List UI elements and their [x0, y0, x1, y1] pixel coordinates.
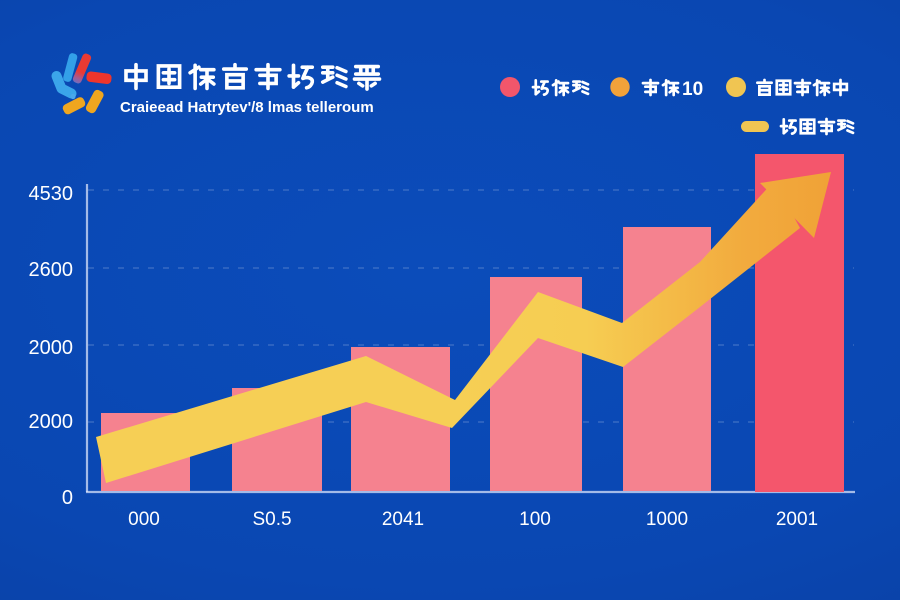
- svg-text:Craieead Hatrytev'/8 lmas tell: Craieead Hatrytev'/8 lmas telleroum: [120, 99, 374, 116]
- svg-text:100: 100: [519, 509, 551, 530]
- svg-text:0: 0: [62, 487, 73, 509]
- svg-text:2600: 2600: [29, 259, 74, 281]
- svg-text:2001: 2001: [776, 509, 818, 530]
- svg-text:000: 000: [128, 509, 160, 530]
- svg-text:10: 10: [682, 79, 703, 100]
- svg-text:S0.5: S0.5: [252, 509, 291, 530]
- svg-text:2041: 2041: [382, 509, 424, 530]
- svg-text:2000: 2000: [29, 337, 74, 359]
- svg-text:1000: 1000: [646, 509, 688, 530]
- svg-text:2000: 2000: [29, 411, 74, 433]
- svg-text:4530: 4530: [29, 183, 74, 205]
